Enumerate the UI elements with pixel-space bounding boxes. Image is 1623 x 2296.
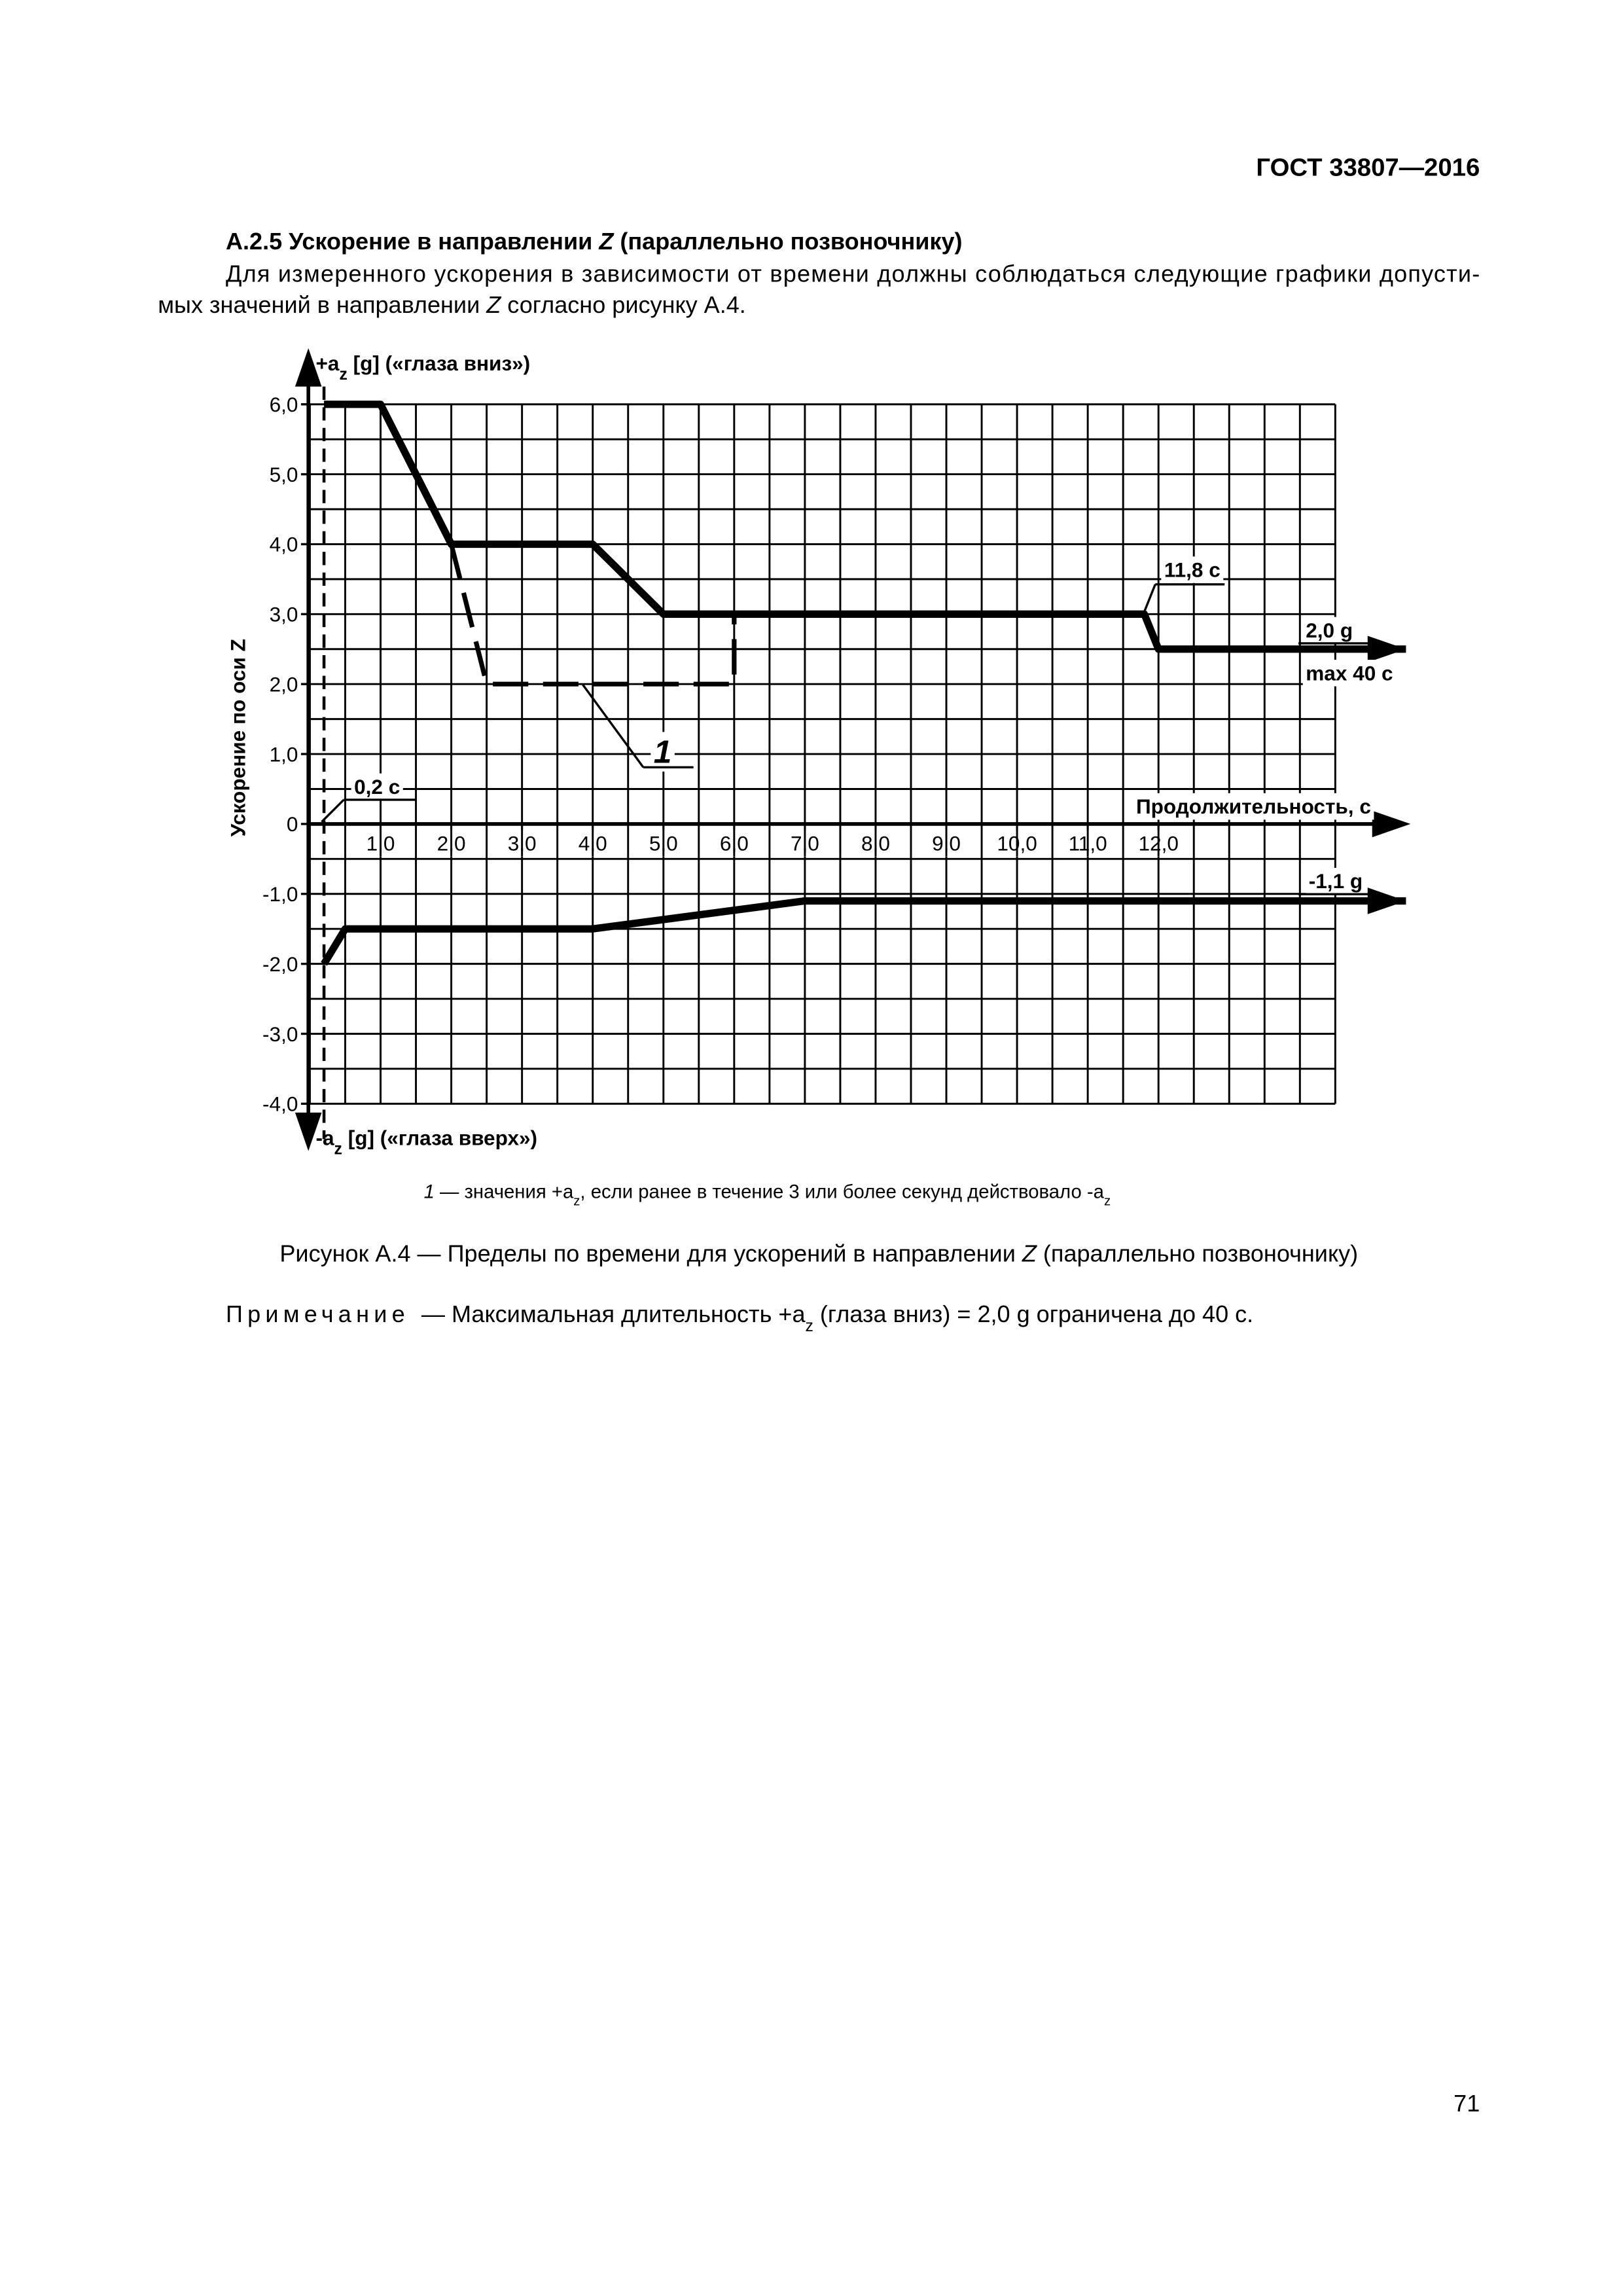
leader-line <box>1142 584 1156 615</box>
x-axis-label: Продолжительность, с <box>1136 795 1371 818</box>
axis-arrow <box>294 348 322 387</box>
axis-arrow <box>294 1112 322 1151</box>
text: Z <box>486 291 502 318</box>
y-tick-label: 5,0 <box>270 463 298 486</box>
label-background <box>651 732 675 772</box>
leader-line <box>582 684 645 768</box>
y-axis-label: Ускорение по оси Z <box>226 639 249 836</box>
text: — Максимальная длительность +a <box>421 1300 806 1327</box>
axis-arrow <box>1372 810 1411 838</box>
text: Рисунок А.4 — Пределы по времени для уск… <box>279 1240 1022 1267</box>
text: , если ранее в течение 3 или более секун… <box>580 1181 1104 1203</box>
text: А.2.5 Ускорение в направлении <box>226 228 599 255</box>
annotation: 2,0 g <box>1306 619 1353 642</box>
text: Z <box>1022 1240 1038 1267</box>
leader-line <box>321 798 345 823</box>
limit-line <box>324 401 1406 653</box>
text: 1 <box>424 1181 435 1203</box>
text: z <box>573 1194 580 1209</box>
text: мых значений в направлении <box>158 291 486 318</box>
paragraph-line: мых значений в направлении Z согласно ри… <box>158 291 746 318</box>
limit-line <box>449 543 737 687</box>
y-tick-label: 4,0 <box>270 533 298 556</box>
annotation: 11,8 с <box>1164 558 1221 582</box>
annotation: 1 <box>654 734 672 770</box>
text: +a <box>315 351 339 375</box>
text: согласно рисунку А.4. <box>501 291 746 318</box>
text: (параллельно позвоночнику) <box>1037 1240 1358 1267</box>
y-tick-label: 6,0 <box>270 393 298 416</box>
y-tick-label: 2,0 <box>270 672 298 696</box>
text: Z <box>598 228 615 255</box>
text: z <box>1104 1194 1111 1209</box>
y-tick-label: 1,0 <box>270 742 298 766</box>
text: [g] («глаза вниз») <box>348 351 530 375</box>
page-number: 71 <box>1454 2090 1480 2117</box>
y-label-top: +az [g] («глаза вниз») <box>315 351 530 384</box>
limit-line <box>321 897 1406 966</box>
note: Примечание — Максимальная длительность +a… <box>226 1300 1253 1335</box>
text: Для измеренного ускорения в зависимости … <box>226 260 1480 287</box>
annotation: -1,1 g <box>1309 869 1363 893</box>
text: z <box>334 1140 342 1158</box>
section-title: А.2.5 Ускорение в направлении Z (паралле… <box>226 228 963 255</box>
y-tick-label: 0 <box>287 812 298 836</box>
standard-code: ГОСТ 33807—2016 <box>1256 153 1480 181</box>
y-tick-label: -3,0 <box>262 1022 298 1046</box>
y-tick-label: 3,0 <box>270 603 298 626</box>
label-background <box>1306 867 1366 895</box>
y-tick-label: -1,0 <box>262 882 298 906</box>
label-background <box>1133 793 1374 820</box>
annotation: max 40 с <box>1306 661 1393 685</box>
text: — значения +a <box>435 1181 574 1203</box>
label-background <box>1302 617 1356 644</box>
paragraph-line: Для измеренного ускорения в зависимости … <box>226 260 1480 287</box>
y-tick-label: -2,0 <box>262 952 298 976</box>
label-background <box>351 773 403 800</box>
figure-caption: Рисунок А.4 — Пределы по времени для уск… <box>279 1240 1358 1267</box>
label-background <box>1161 556 1224 583</box>
figure-legend-note: 1 — значения +az, если ранее в течение 3… <box>424 1181 1111 1209</box>
text: (параллельно позвоночнику) <box>613 228 962 255</box>
annotation: 0,2 с <box>354 775 400 798</box>
text: [g] («глаза вверх») <box>342 1126 537 1149</box>
y-label-bottom: -az [g] («глаза вверх») <box>315 1126 537 1158</box>
text: z <box>339 365 347 383</box>
y-tick-label: -4,0 <box>262 1092 298 1116</box>
text: z <box>806 1318 813 1335</box>
label-background <box>1302 660 1397 687</box>
text: (глаза вниз) = 2,0 g ограничена до 40 с. <box>813 1300 1253 1327</box>
note-label: Примечание <box>226 1300 410 1327</box>
